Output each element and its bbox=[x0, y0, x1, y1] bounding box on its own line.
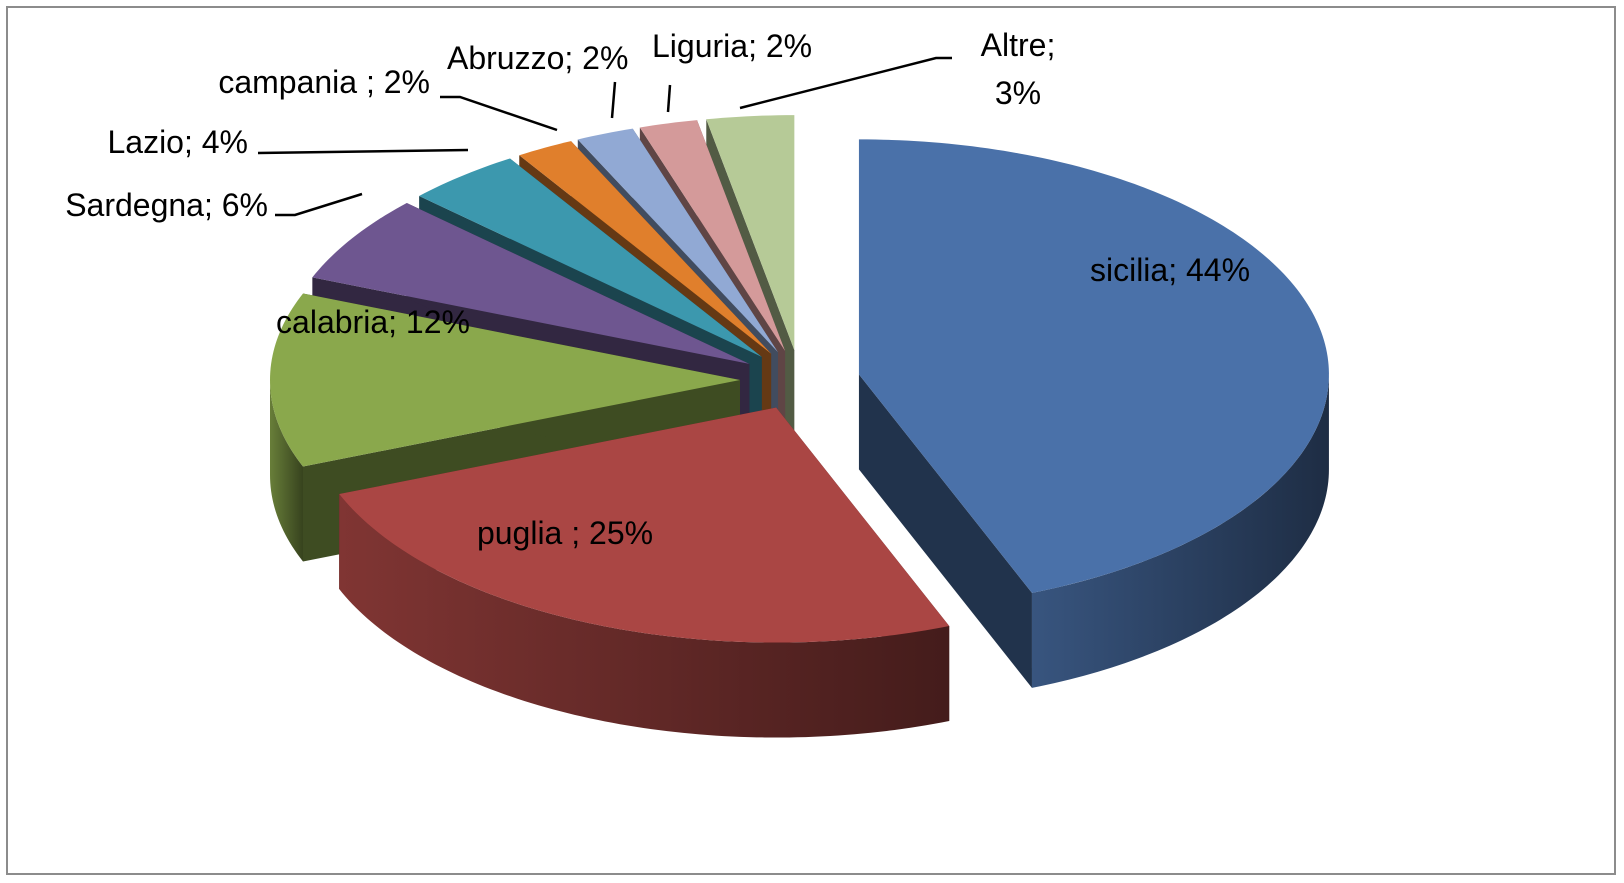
data-label: Altre; 3% bbox=[980, 27, 1056, 111]
data-label: Sardegna; 6% bbox=[65, 187, 268, 223]
leader-line bbox=[739, 56, 952, 110]
data-label: Liguria; 2% bbox=[652, 28, 813, 64]
chart-border bbox=[6, 6, 1616, 875]
data-label: Abruzzo; 2% bbox=[447, 40, 629, 76]
leader-line bbox=[666, 84, 672, 113]
slice bbox=[858, 139, 1329, 688]
leader-line bbox=[257, 148, 469, 155]
data-label: campania ; 2% bbox=[218, 64, 430, 100]
leader-line bbox=[275, 192, 363, 217]
leader-line bbox=[440, 95, 558, 132]
data-label: puglia ; 25% bbox=[476, 515, 654, 551]
data-label: sicilia; 44% bbox=[1089, 252, 1251, 288]
data-label: Lazio; 4% bbox=[107, 124, 248, 160]
slice-top bbox=[858, 139, 1329, 593]
slice-side bbox=[858, 374, 1032, 688]
slice-wall bbox=[1031, 374, 1329, 688]
slice-top bbox=[419, 158, 762, 357]
slice-top bbox=[639, 120, 786, 351]
leader-lines bbox=[257, 56, 952, 217]
slice-top bbox=[577, 128, 778, 353]
slice-top bbox=[312, 203, 750, 364]
leader-line bbox=[610, 81, 617, 119]
slice-top bbox=[339, 407, 950, 643]
slice bbox=[339, 407, 950, 738]
slice-top bbox=[270, 293, 740, 467]
slice-wall bbox=[339, 494, 950, 738]
data-label: calabria; 12% bbox=[276, 304, 470, 340]
pie bbox=[270, 115, 1329, 738]
slice-top bbox=[519, 141, 772, 354]
slice-wall bbox=[270, 380, 304, 562]
slice-top bbox=[706, 115, 795, 351]
